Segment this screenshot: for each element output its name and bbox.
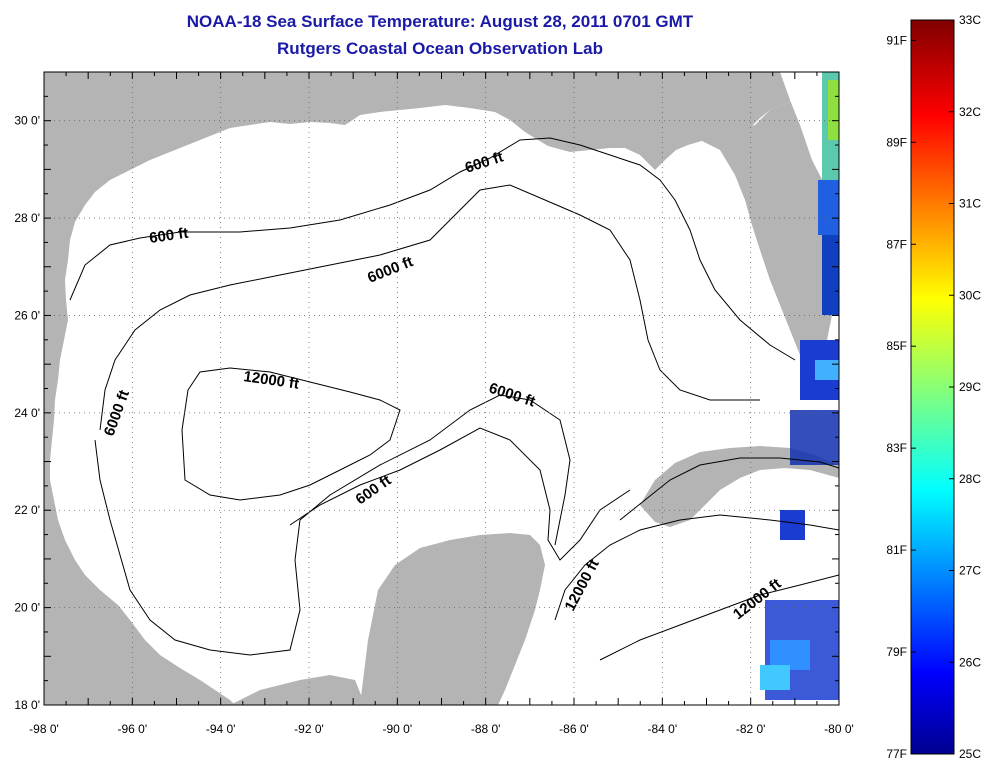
land-yucatan [360, 533, 545, 705]
x-tick-label: -84 0' [648, 722, 678, 736]
colorbar-label-c: 33C [959, 13, 981, 27]
colorbar-label-f: 79F [886, 645, 907, 659]
y-tick-label: 26 0' [14, 308, 40, 322]
colorbar-label-f: 81F [886, 543, 907, 557]
colorbar-label-c: 28C [959, 472, 981, 486]
colorbar-label-c: 30C [959, 288, 981, 302]
land-central-america [230, 675, 365, 705]
colorbar-fahrenheit-labels: 91F 89F 87F 85F 83F 81F 79F 77F [886, 33, 907, 761]
map-title: NOAA-18 Sea Surface Temperature: August … [186, 12, 694, 31]
y-tick-label: 24 0' [14, 406, 40, 420]
colorbar-label-c: 32C [959, 105, 981, 119]
sst-data-patches [760, 72, 839, 700]
colorbar-label-f: 83F [886, 441, 907, 455]
colorbar-label-c: 29C [959, 380, 981, 394]
colorbar-label-c: 31C [959, 197, 981, 211]
x-tick-label: -90 0' [383, 722, 413, 736]
contour-600ft [69, 137, 796, 361]
colorbar-celsius-labels: 33C 32C 31C 30C 29C 28C 27C 26C 25C [959, 13, 981, 761]
x-tick-label: -82 0' [736, 722, 766, 736]
y-tick-label: 20 0' [14, 601, 40, 615]
y-tick-label: 18 0' [14, 698, 40, 712]
x-tick-label: -88 0' [471, 722, 501, 736]
x-tick-label: -92 0' [294, 722, 324, 736]
land-florida [700, 100, 839, 365]
land-cuba [640, 446, 839, 527]
colorbar-ticks [911, 19, 954, 755]
x-axis-labels: -98 0' -96 0' -94 0' -92 0' -90 0' -88 0' -86 … [29, 722, 854, 736]
y-tick-label: 30 0' [14, 114, 40, 128]
colorbar-label-f: 87F [886, 237, 907, 251]
colorbar-label-c: 26C [959, 655, 981, 669]
map-grid [44, 72, 839, 705]
contour-12000ft [181, 367, 401, 501]
x-tick-label: -94 0' [206, 722, 236, 736]
contour-6000ft [99, 184, 760, 431]
colorbar [910, 19, 955, 755]
x-tick-label: -80 0' [824, 722, 854, 736]
y-tick-label: 28 0' [14, 211, 40, 225]
colorbar-label-f: 89F [886, 135, 907, 149]
land-usa-mexico [44, 72, 839, 705]
colorbar-label-f: 91F [886, 33, 907, 47]
colorbar-label-c: 25C [959, 747, 981, 761]
map-subtitle: Rutgers Coastal Ocean Observation Lab [277, 39, 603, 58]
y-axis-labels: 18 0' 20 0' 22 0' 24 0' 26 0' 28 0' 30 0' [14, 114, 40, 712]
x-tick-label: -98 0' [29, 722, 59, 736]
depth-contours [69, 137, 839, 661]
contour-label-600ft-west: 600 ft [148, 225, 189, 247]
contour-12000ft-east [554, 514, 839, 621]
colorbar-label-f: 85F [886, 339, 907, 353]
map-ticks [43, 71, 840, 706]
x-tick-label: -96 0' [118, 722, 148, 736]
contour-6000ft-south [94, 394, 571, 656]
contour-600ft-south [289, 427, 631, 561]
contour-600ft-cuba [619, 457, 839, 521]
y-tick-label: 22 0' [14, 503, 40, 517]
colorbar-label-f: 77F [886, 747, 907, 761]
x-tick-label: -86 0' [559, 722, 589, 736]
colorbar-label-c: 27C [959, 564, 981, 578]
contour-12000ft-se [599, 574, 839, 661]
